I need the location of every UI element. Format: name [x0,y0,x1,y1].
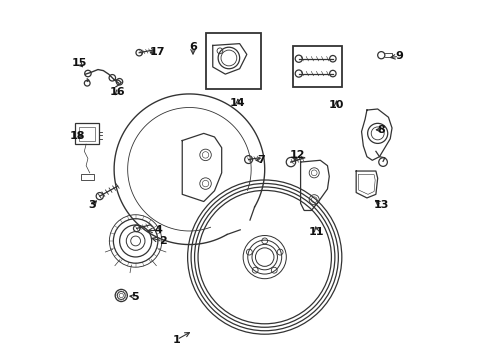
Text: 16: 16 [110,87,125,97]
Text: 12: 12 [289,150,305,160]
Text: 17: 17 [149,46,165,57]
Bar [81,174,95,180]
Text: 1: 1 [173,334,181,345]
Bar [294,45,342,87]
Text: 5: 5 [131,292,138,302]
Text: 9: 9 [395,51,403,61]
Bar [205,33,261,89]
Text: 11: 11 [309,227,324,237]
Bar [79,127,95,140]
Text: 15: 15 [72,58,87,68]
Text: 7: 7 [257,155,265,165]
Text: 14: 14 [230,98,245,108]
Text: 2: 2 [159,236,167,246]
Text: 13: 13 [373,200,389,210]
Text: 8: 8 [377,125,385,135]
Text: 6: 6 [189,42,197,52]
Text: 4: 4 [155,225,163,235]
Text: 18: 18 [70,131,85,141]
Text: 3: 3 [89,200,97,210]
Bar [75,123,98,144]
Text: 10: 10 [329,100,344,110]
